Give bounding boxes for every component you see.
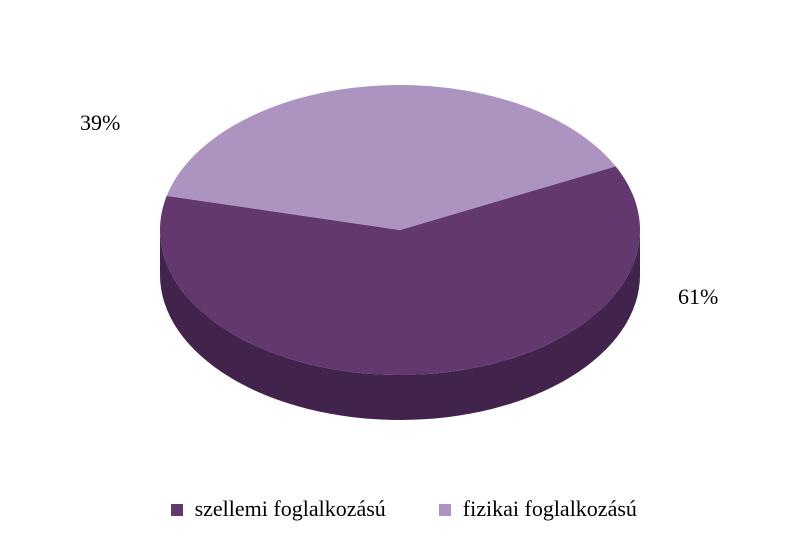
- legend-swatch-1: [439, 504, 451, 516]
- legend-swatch-0: [171, 504, 183, 516]
- legend-item-1: fizikai foglalkozású: [439, 496, 637, 522]
- legend-item-0: szellemi foglalkozású: [171, 496, 386, 522]
- pie-canvas: [0, 0, 808, 460]
- slice-label-1: 39%: [80, 110, 120, 136]
- legend: szellemi foglalkozású fizikai foglalkozá…: [0, 496, 808, 522]
- legend-text-1: fizikai foglalkozású: [463, 496, 637, 521]
- slice-label-0: 61%: [678, 284, 718, 310]
- pie-chart-3d: 61% 39% szellemi foglalkozású fizikai fo…: [0, 0, 808, 552]
- legend-text-0: szellemi foglalkozású: [195, 496, 386, 521]
